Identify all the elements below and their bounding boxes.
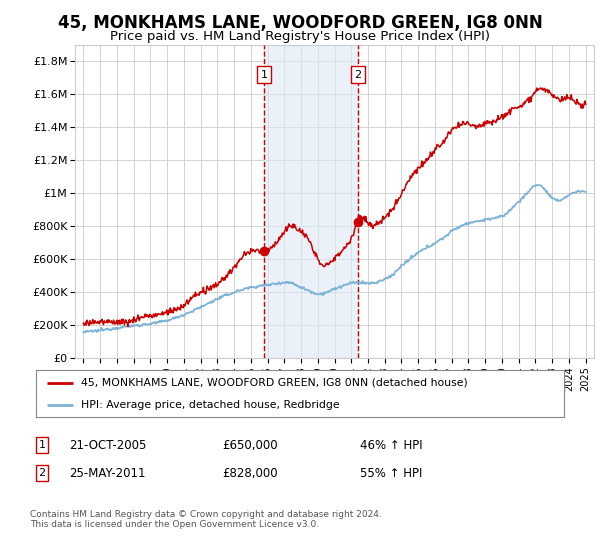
Text: 2: 2 xyxy=(355,69,362,80)
Text: £828,000: £828,000 xyxy=(222,466,278,480)
Text: HPI: Average price, detached house, Redbridge: HPI: Average price, detached house, Redb… xyxy=(81,400,340,410)
Bar xyxy=(264,45,358,358)
Text: 1: 1 xyxy=(260,69,268,80)
Text: 55% ↑ HPI: 55% ↑ HPI xyxy=(360,466,422,480)
Text: 21-OCT-2005: 21-OCT-2005 xyxy=(69,438,146,452)
Text: 1: 1 xyxy=(38,440,46,450)
Text: 2: 2 xyxy=(38,468,46,478)
Text: 45, MONKHAMS LANE, WOODFORD GREEN, IG8 0NN (detached house): 45, MONKHAMS LANE, WOODFORD GREEN, IG8 0… xyxy=(81,378,467,388)
Text: Contains HM Land Registry data © Crown copyright and database right 2024.
This d: Contains HM Land Registry data © Crown c… xyxy=(30,510,382,529)
Text: £650,000: £650,000 xyxy=(222,438,278,452)
Text: Price paid vs. HM Land Registry's House Price Index (HPI): Price paid vs. HM Land Registry's House … xyxy=(110,30,490,43)
Text: 46% ↑ HPI: 46% ↑ HPI xyxy=(360,438,422,452)
Text: 25-MAY-2011: 25-MAY-2011 xyxy=(69,466,146,480)
Text: 45, MONKHAMS LANE, WOODFORD GREEN, IG8 0NN: 45, MONKHAMS LANE, WOODFORD GREEN, IG8 0… xyxy=(58,14,542,32)
